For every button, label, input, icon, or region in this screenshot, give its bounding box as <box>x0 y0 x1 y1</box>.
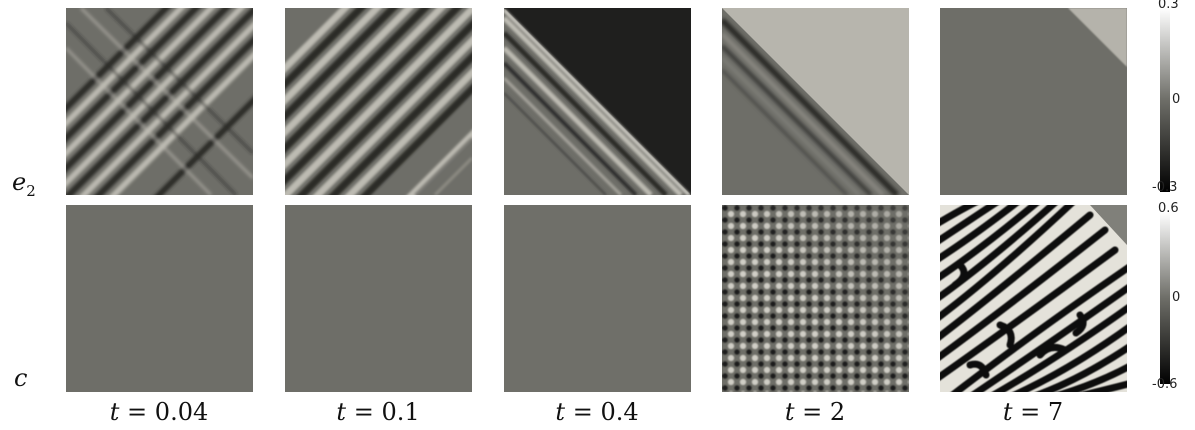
row-label-c-symbol: c <box>14 364 28 392</box>
colorbar-e2 <box>1160 8 1170 192</box>
column-label-t1: t = 0.04 <box>64 398 254 426</box>
row-label-e2: e2 <box>12 168 36 200</box>
colorbar-c <box>1160 212 1170 384</box>
panel-e2-t1 <box>66 8 253 195</box>
column-label-t4: t = 2 <box>720 398 910 426</box>
column-label-t5: t = 7 <box>938 398 1128 426</box>
colorbar-e2-max: 0.3 <box>1158 0 1179 12</box>
column-label-t2-var: t <box>336 398 347 426</box>
column-label-t4-var: t <box>784 398 795 426</box>
column-label-t2: t = 0.1 <box>283 398 473 426</box>
column-label-t5-var: t <box>1002 398 1013 426</box>
panel-c-t2 <box>285 205 472 392</box>
panel-c-t1 <box>66 205 253 392</box>
column-label-t1-value: 0.04 <box>154 398 209 426</box>
row-label-e2-subscript: 2 <box>26 181 36 200</box>
column-label-t5-value: 7 <box>1047 398 1064 426</box>
panel-c-t4 <box>722 205 909 392</box>
column-label-t3-eq: = <box>572 398 593 426</box>
panel-e2-t3 <box>504 8 691 195</box>
row-label-e2-symbol: e <box>12 168 27 196</box>
panel-e2-t4 <box>722 8 909 195</box>
row-label-c: c <box>14 364 27 392</box>
colorbar-e2-min: -0.3 <box>1152 180 1178 195</box>
column-label-t5-eq: = <box>1020 398 1041 426</box>
panel-e2-t5 <box>940 8 1127 195</box>
column-label-t3-var: t <box>555 398 566 426</box>
column-label-t2-eq: = <box>353 398 374 426</box>
panel-c-t5 <box>940 205 1127 392</box>
column-label-t1-var: t <box>109 398 120 426</box>
column-label-t4-value: 2 <box>829 398 846 426</box>
colorbar-c-max: 0.6 <box>1158 201 1179 216</box>
panel-e2-t2 <box>285 8 472 195</box>
column-label-t3-value: 0.4 <box>600 398 639 426</box>
column-label-t4-eq: = <box>802 398 823 426</box>
colorbar-c-mid: 0 <box>1172 290 1181 305</box>
panel-c-t3 <box>504 205 691 392</box>
colorbar-e2-mid: 0 <box>1172 92 1181 107</box>
colorbar-c-min: -0.6 <box>1152 377 1178 392</box>
column-label-t1-eq: = <box>127 398 148 426</box>
column-label-t2-value: 0.1 <box>381 398 420 426</box>
column-label-t3: t = 0.4 <box>502 398 692 426</box>
